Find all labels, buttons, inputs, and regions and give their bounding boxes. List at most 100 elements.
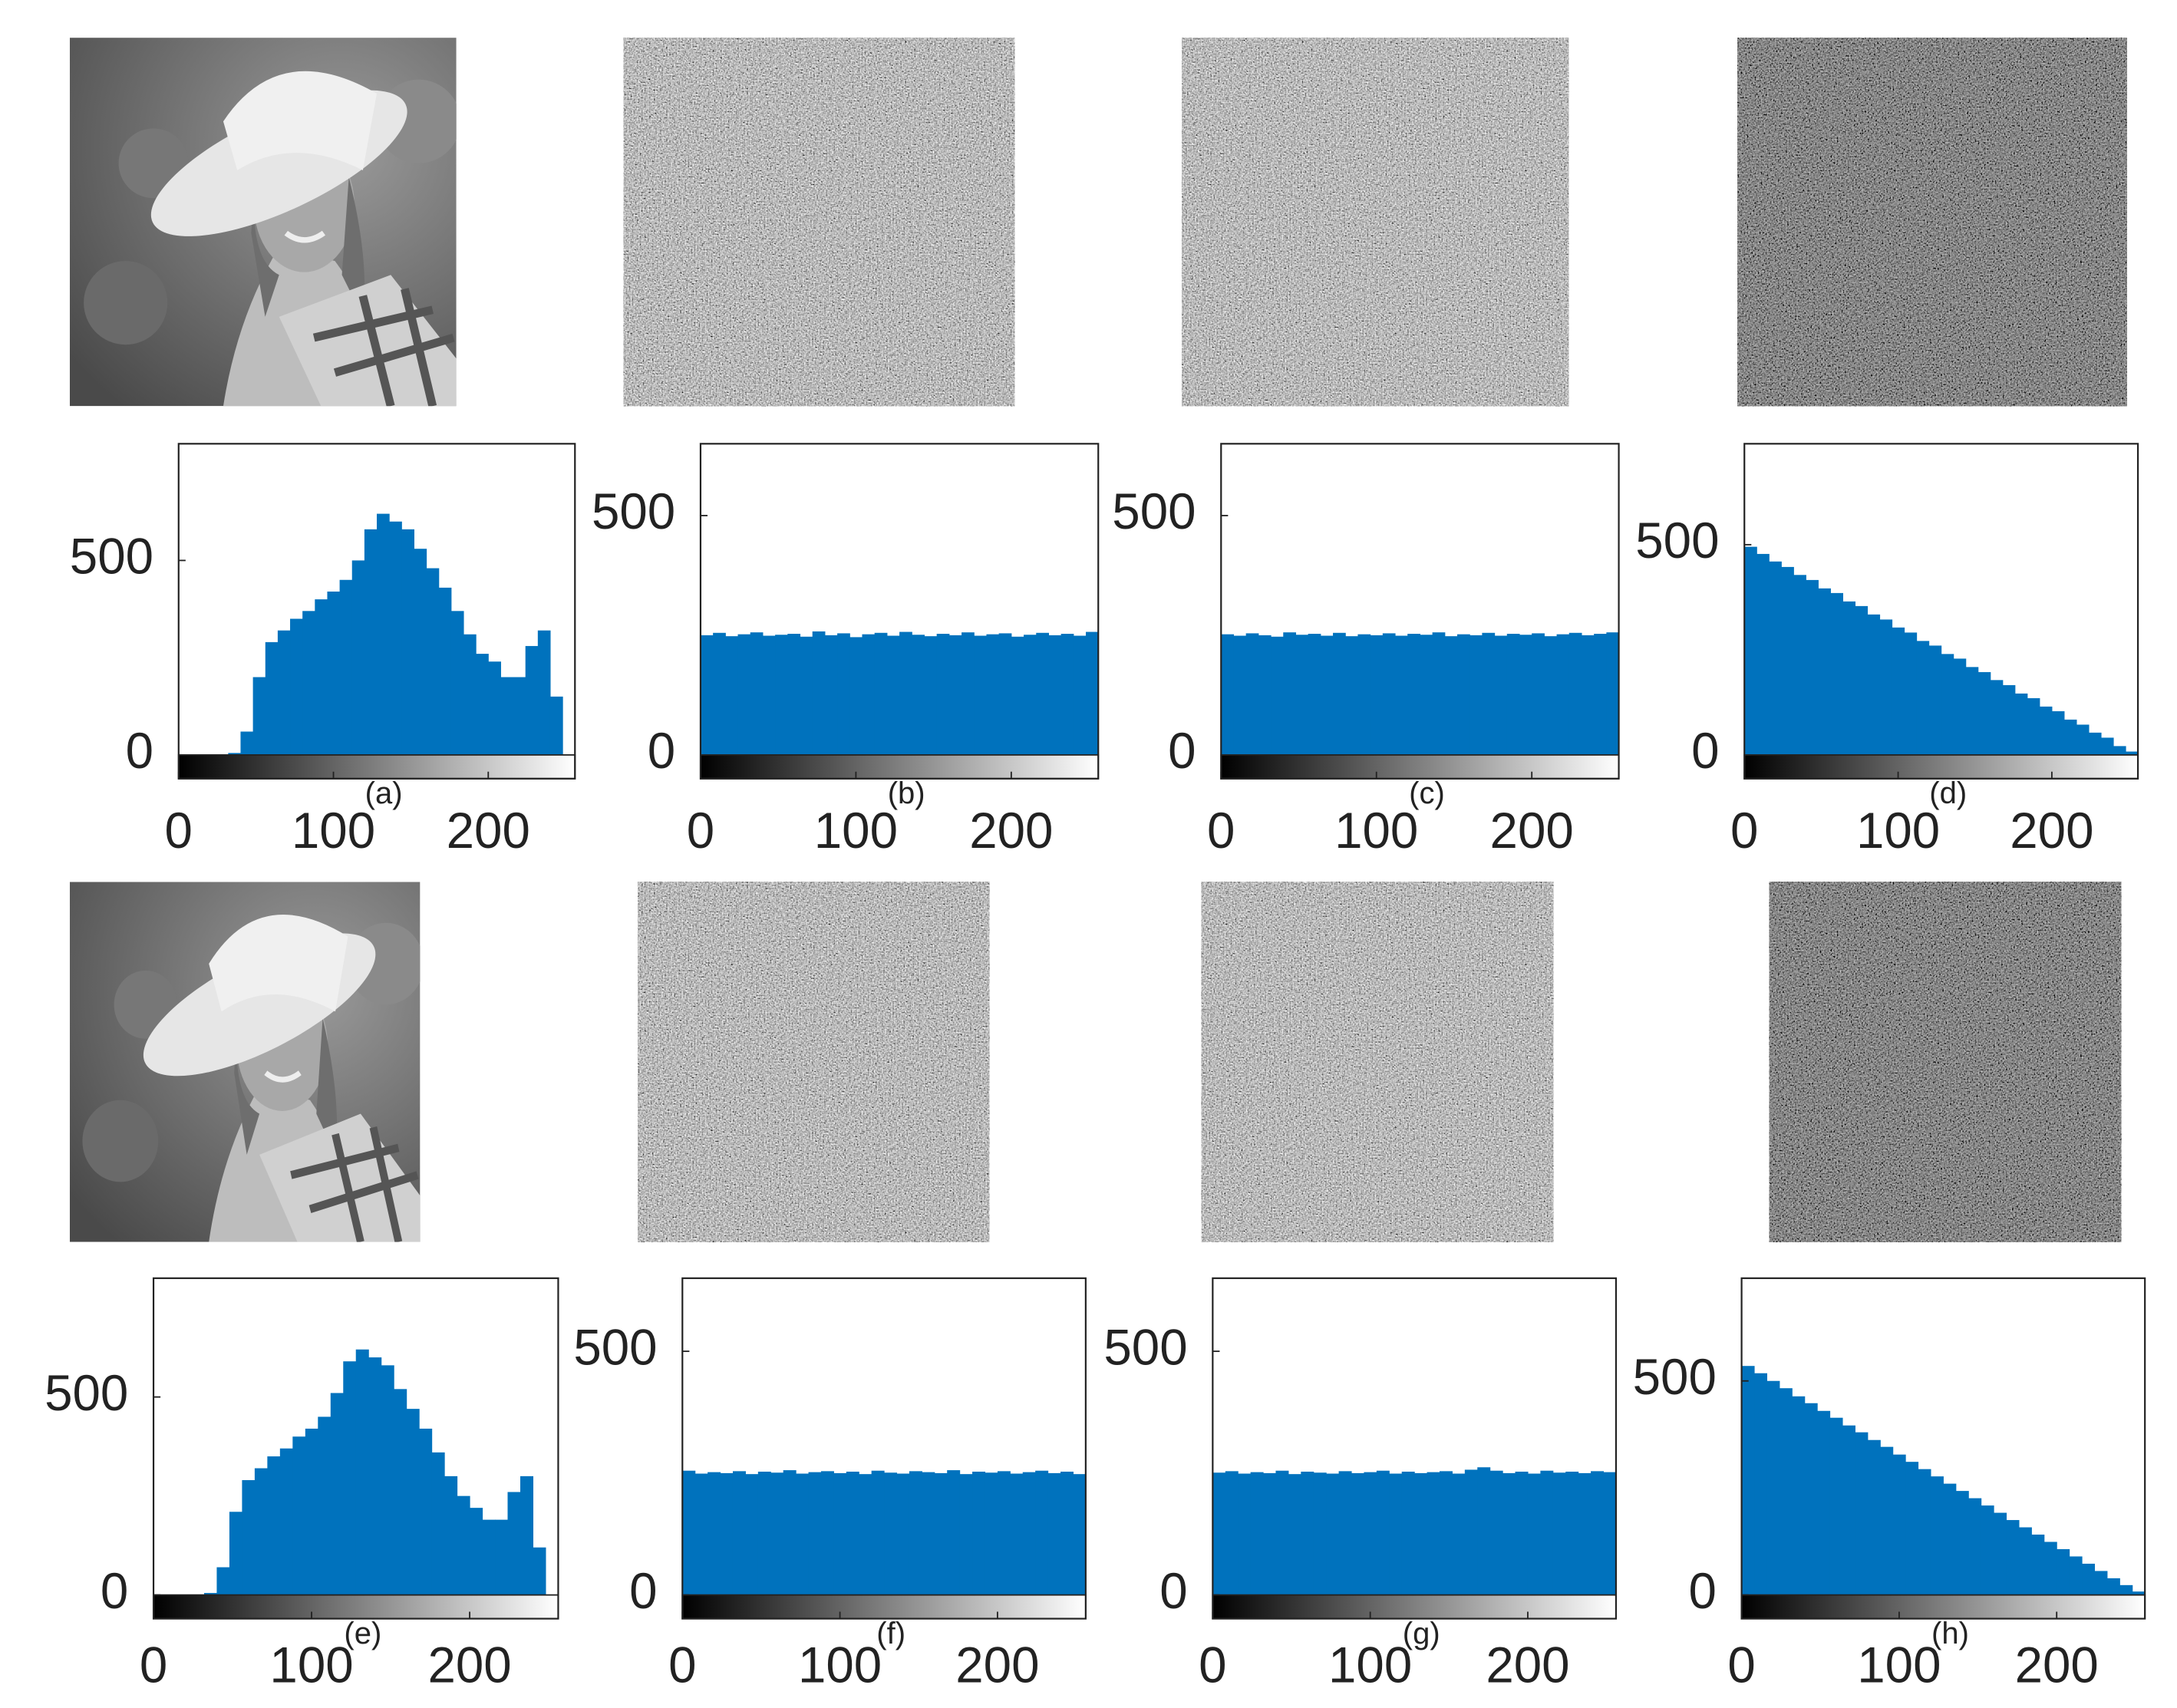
bar [377,513,390,755]
bar [1842,1425,1855,1595]
bar [947,1470,961,1595]
bar [1370,635,1384,755]
x-tick-label: 100 [1856,803,1940,859]
histogram-panel: 0 500 0 100 200 (c) [1112,443,1620,859]
bar [1301,1471,1314,1595]
y-tick-label: 500 [1103,1319,1187,1375]
colorbar [681,1594,1087,1620]
bar [1955,1491,1969,1595]
y-tick-label: 500 [1112,483,1196,539]
bar [1444,636,1458,755]
bar [1941,654,1954,755]
bar [1930,1476,1944,1595]
bar [859,1474,872,1595]
bar [824,635,838,755]
bar [1494,635,1508,755]
bar [267,1456,281,1595]
bar [1519,635,1532,755]
bar [1283,632,1296,755]
bar [1977,671,1991,755]
bar [549,696,563,755]
bar [2094,1571,2108,1595]
x-tick-label: 100 [814,803,898,859]
bar [1464,1469,1478,1595]
bar [1221,634,1235,755]
x-tick-label: 100 [1328,1637,1412,1693]
bar [974,635,988,755]
bar [1766,1380,1780,1595]
bar [2002,684,2016,755]
bar [1928,645,1942,755]
bar [1905,1462,1919,1595]
y-tick-label: 500 [45,1365,128,1421]
bar [1918,1469,1931,1595]
caption: (d) [1929,777,1967,810]
bar [1489,1470,1503,1595]
bar [277,630,291,755]
bar [1855,1432,1869,1595]
bar [2126,751,2139,755]
x-tick-label: 0 [687,803,714,859]
colorbar [1212,1594,1617,1620]
bar [874,632,888,755]
bar [1060,634,1074,755]
bar [1968,1498,1982,1595]
bar [1326,1473,1340,1595]
bar [242,1480,256,1595]
bar [1781,566,1794,755]
bar [1225,1471,1239,1595]
bar [922,1472,935,1595]
bar [302,611,315,755]
bar [292,1436,306,1595]
caption: (g) [1403,1617,1440,1650]
bar [327,591,341,755]
bar [1250,1472,1264,1595]
bar [216,1567,230,1595]
bar [1233,635,1247,755]
bar [315,599,328,755]
caption: (c) [1409,777,1445,810]
bar [886,635,900,755]
bar [1581,635,1595,755]
bar [1364,1472,1377,1595]
bar [962,632,975,755]
bar [450,611,464,755]
bar [1842,601,1856,755]
bar [732,1471,746,1595]
bar [488,661,501,755]
bar [682,1470,696,1595]
bar [500,677,514,755]
bar [1073,635,1087,755]
bar [1395,635,1408,755]
x-tick-label: 100 [798,1637,882,1693]
caption: (h) [1931,1617,1969,1650]
bar [1345,636,1358,755]
bar [1578,1472,1592,1595]
axes-box [681,1277,1087,1620]
bar [1212,1472,1226,1595]
axes-box [1220,443,1620,780]
colorbar [153,1594,559,1620]
bar [240,731,254,755]
x-tick-label: 0 [1207,803,1235,859]
bar [1288,1474,1301,1595]
bar [1036,632,1049,755]
bar [1010,1473,1024,1595]
bar [2119,1584,2133,1595]
bar [1407,634,1420,755]
x-tick-label: 200 [1490,803,1574,859]
bar [252,677,266,755]
bar [1271,636,1284,755]
bar [1427,1472,1440,1595]
bar [1258,635,1272,755]
bar [1818,588,1831,755]
bar [389,521,402,755]
colorbar [177,753,576,780]
bar [1756,553,1770,755]
bar [909,1471,922,1595]
bar [414,549,427,755]
bar [1606,632,1620,755]
bar [1308,634,1321,755]
bar [1532,633,1545,755]
